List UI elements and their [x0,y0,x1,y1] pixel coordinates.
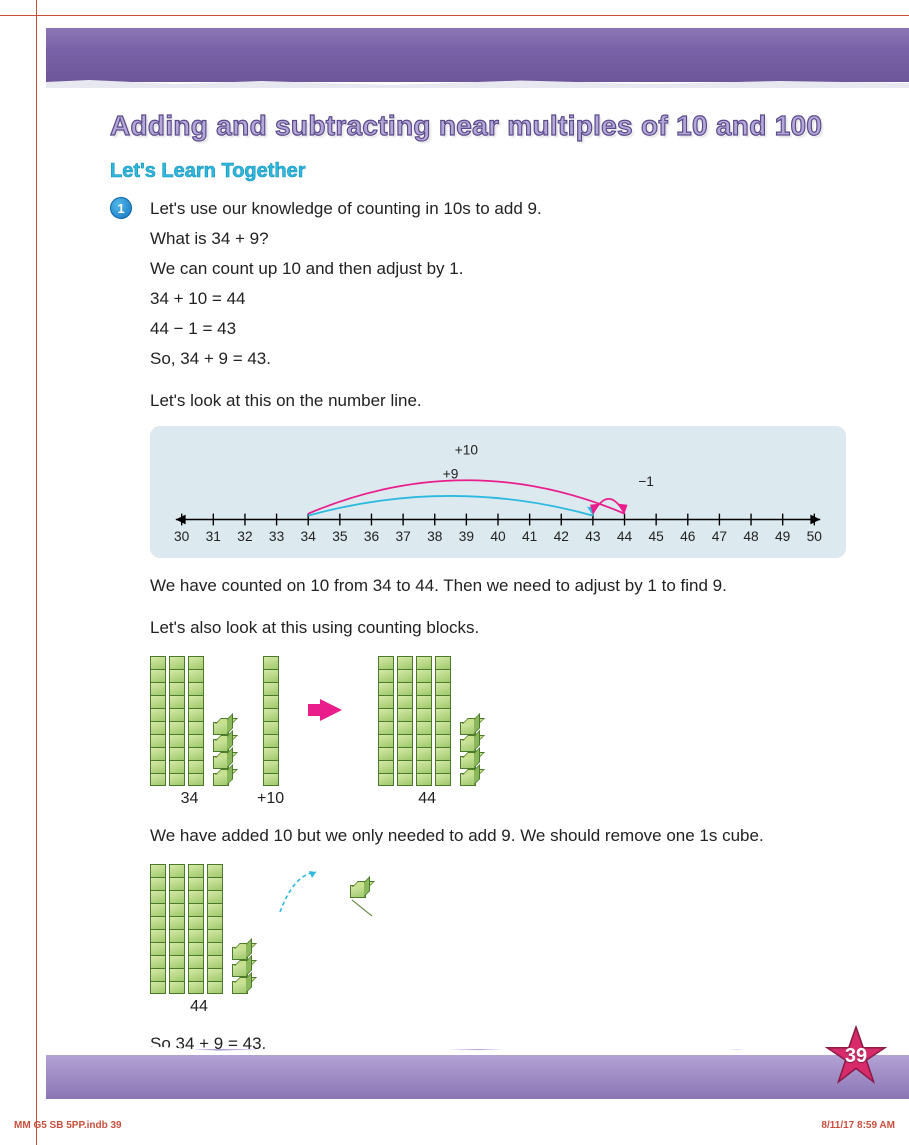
svg-text:43: 43 [585,529,601,544]
svg-text:34: 34 [301,529,317,544]
top-banner [46,28,909,82]
arrow-right-icon [320,699,342,721]
svg-text:32: 32 [237,529,252,544]
text-line: Let's use our knowledge of counting in 1… [150,195,850,223]
svg-text:40: 40 [490,529,506,544]
text-line: 34 + 10 = 44 [150,285,850,313]
bottom-banner [46,1049,909,1099]
svg-text:48: 48 [743,529,759,544]
footer-left: MM G5 SB 5PP.indb 39 [14,1120,122,1131]
page-number: 39 [825,1025,887,1087]
text-line: Let's also look at this using counting b… [150,614,850,642]
svg-text:+10: +10 [455,442,479,457]
svg-text:33: 33 [269,529,285,544]
text-line: Let's look at this on the number line. [150,387,850,415]
text-line: So, 34 + 9 = 43. [150,345,850,373]
svg-text:31: 31 [206,529,221,544]
page-title: Adding and subtracting near multiples of… [110,110,850,142]
svg-text:42: 42 [554,529,569,544]
svg-text:50: 50 [807,529,823,544]
svg-text:49: 49 [775,529,790,544]
text-line: What is 34 + 9? [150,225,850,253]
svg-text:35: 35 [332,529,348,544]
svg-text:46: 46 [680,529,696,544]
text-line: We have added 10 but we only needed to a… [150,822,850,850]
footer-right: 8/11/17 8:59 AM [821,1120,895,1131]
svg-text:−1: −1 [638,474,654,489]
svg-text:41: 41 [522,529,537,544]
number-line-diagram: 30 31 32 33 34 35 36 37 38 39 40 41 42 43 44 45 46 47 48 49… [150,426,846,558]
svg-text:38: 38 [427,529,443,544]
step-number-badge: 1 [110,197,132,219]
step-1: 1 Let's use our knowledge of counting in… [110,195,850,1058]
crop-mark-vertical [36,0,37,1145]
svg-text:+9: +9 [443,466,459,481]
svg-text:44: 44 [617,529,633,544]
page-number-star: 39 [825,1025,887,1087]
blocks-diagram-1: 34+1044 [150,656,850,808]
number-line-svg: 30 31 32 33 34 35 36 37 38 39 40 41 42 43 44 45 46 47 48 49… [164,438,832,548]
svg-text:30: 30 [174,529,190,544]
section-title: Let's Learn Together [110,160,850,183]
text-line: We can count up 10 and then adjust by 1. [150,255,850,283]
svg-text:37: 37 [395,529,410,544]
svg-text:36: 36 [364,529,380,544]
crop-mark-horizontal [0,15,909,16]
text-line: 44 − 1 = 43 [150,315,850,343]
text-line: We have counted on 10 from 34 to 44. The… [150,572,850,600]
svg-text:39: 39 [459,529,474,544]
svg-text:47: 47 [712,529,727,544]
svg-text:45: 45 [649,529,665,544]
page-content: Adding and subtracting near multiples of… [110,110,850,1060]
step-body: Let's use our knowledge of counting in 1… [150,195,850,415]
blocks-diagram-2: 44 [150,864,850,1016]
